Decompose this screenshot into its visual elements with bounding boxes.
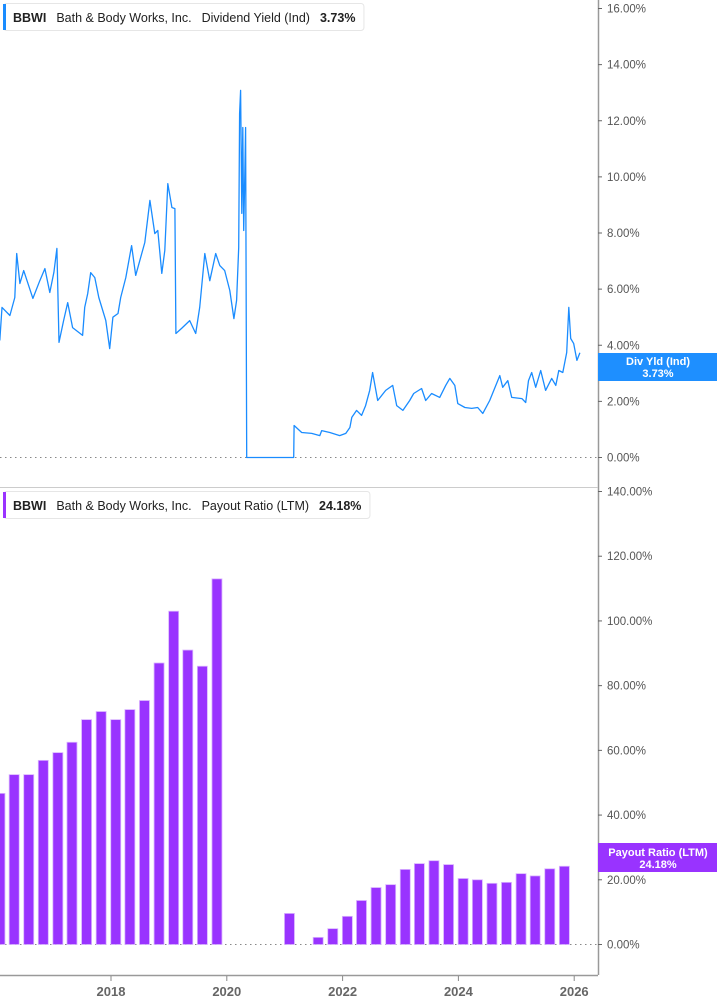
- badge-label: Payout Ratio (LTM): [608, 847, 708, 859]
- payout-bar-2023-10-31: [443, 864, 454, 945]
- payout-bar-2016-07-31: [23, 774, 35, 945]
- legend-metric: Payout Ratio (LTM): [202, 499, 309, 513]
- y-tick-label: 20.00%: [607, 875, 646, 887]
- payout-bar-2024-01-31: [457, 878, 469, 945]
- payout-bar-2022-04-30: [356, 900, 367, 945]
- dividend-yield-line: [0, 89, 581, 459]
- legend-payout-ratio[interactable]: BBWI Bath & Body Works, Inc. Payout Rati…: [3, 491, 371, 519]
- y-tick-label: 2.00%: [607, 396, 640, 408]
- payout-bar-2021-10-31: [327, 928, 339, 945]
- payout-bar-2017-01-31: [52, 752, 64, 945]
- x-tick-label: 2018: [97, 984, 126, 999]
- legend-company: Bath & Body Works, Inc.: [56, 11, 191, 25]
- payout-bar-2023-07-31: [428, 860, 440, 945]
- y-tick-label: 12.00%: [607, 116, 646, 128]
- y-tick-label: 8.00%: [607, 228, 640, 240]
- badge-dividend-yield: Div Yld (Ind) 3.73%: [598, 353, 717, 381]
- x-tick-label: 2026: [560, 984, 589, 999]
- y-tick-label: 120.00%: [607, 551, 652, 563]
- payout-bar-2016-10-31: [37, 759, 49, 945]
- payout-bar-2019-10-31: [211, 578, 223, 945]
- y-tick-label: 4.00%: [607, 340, 640, 352]
- legend-company: Bath & Body Works, Inc.: [56, 499, 191, 513]
- payout-bar-2024-07-31: [486, 882, 498, 945]
- payout-bar-2022-10-31: [385, 884, 397, 945]
- y-tick-label: 40.00%: [607, 810, 646, 822]
- payout-bar-2025-01-31: [515, 873, 527, 945]
- x-tick-label: 2022: [328, 984, 357, 999]
- badge-value: 3.73%: [642, 368, 673, 380]
- payout-bar-2023-01-31: [399, 869, 411, 945]
- payout-bar-2022-01-31: [341, 915, 353, 945]
- payout-bar-2023-04-30: [413, 863, 425, 945]
- payout-bar-2024-04-30: [471, 879, 483, 945]
- payout-bar-2019-07-31: [196, 665, 208, 945]
- y-tick-label: 100.00%: [607, 616, 652, 628]
- payout-bar-2017-04-30: [66, 741, 78, 945]
- payout-bar-2025-07-31: [544, 868, 556, 945]
- x-ticks: 2018 2020 2022 2024 2026: [97, 976, 589, 999]
- badge-payout-ratio: Payout Ratio (LTM) 24.18%: [598, 843, 717, 872]
- payout-bar-2022-07-31: [370, 887, 382, 945]
- payout-bar-2025-04-30: [529, 875, 541, 945]
- payout-bar-2021-07-31: [312, 936, 324, 945]
- payout-bar-2019-04-30: [182, 649, 194, 945]
- payout-bar-2018-07-31: [139, 700, 150, 945]
- y-tick-label: 0.00%: [607, 940, 640, 952]
- legend-metric: Dividend Yield (Ind): [202, 11, 310, 25]
- x-tick-label: 2024: [444, 984, 474, 999]
- badge-label: Div Yld (Ind): [626, 356, 690, 368]
- payout-bar-2018-01-31: [110, 719, 122, 945]
- legend-color-swatch: [3, 4, 6, 30]
- payout-bar-2016-04-30: [8, 774, 20, 945]
- payout-bar-2024-10-31: [501, 881, 512, 945]
- legend-ticker: BBWI: [13, 11, 46, 25]
- legend-dividend-yield[interactable]: BBWI Bath & Body Works, Inc. Dividend Yi…: [3, 3, 365, 31]
- y-tick-label: 80.00%: [607, 681, 646, 693]
- y-tick-label: 16.00%: [607, 4, 646, 16]
- legend-color-swatch: [3, 492, 6, 518]
- y-tick-label: 10.00%: [607, 172, 646, 184]
- payout-bar-2021-01-31: [284, 913, 295, 945]
- payout-bar-2017-07-31: [81, 719, 92, 945]
- payout-bar-2019-01-31: [168, 610, 180, 945]
- y-tick-label: 140.00%: [607, 487, 652, 499]
- payout-bar-2017-10-31: [95, 711, 107, 945]
- payout-bar-2018-10-31: [153, 662, 165, 945]
- y-ticks-dividend-yield: 0.00% 2.00% 4.00% 6.00% 8.00% 10.00% 12.00% 14.…: [598, 4, 646, 465]
- y-tick-label: 60.00%: [607, 745, 646, 757]
- payout-bar-2016-01-31: [0, 792, 6, 945]
- legend-value: 3.73%: [320, 11, 355, 25]
- legend-ticker: BBWI: [13, 499, 46, 513]
- badge-value: 24.18%: [639, 859, 677, 871]
- y-tick-label: 6.00%: [607, 284, 640, 296]
- payout-bar-2025-10-31: [558, 865, 570, 945]
- x-tick-label: 2020: [212, 984, 241, 999]
- y-tick-label: 14.00%: [607, 60, 646, 72]
- y-ticks-payout-ratio: 0.00% 20.00% 40.00% 60.00% 80.00% 100.00% 120.…: [598, 487, 652, 952]
- legend-value: 24.18%: [319, 499, 361, 513]
- payout-ratio-bars: [0, 578, 570, 945]
- payout-bar-2018-04-30: [124, 709, 136, 945]
- y-tick-label: 0.00%: [607, 453, 640, 465]
